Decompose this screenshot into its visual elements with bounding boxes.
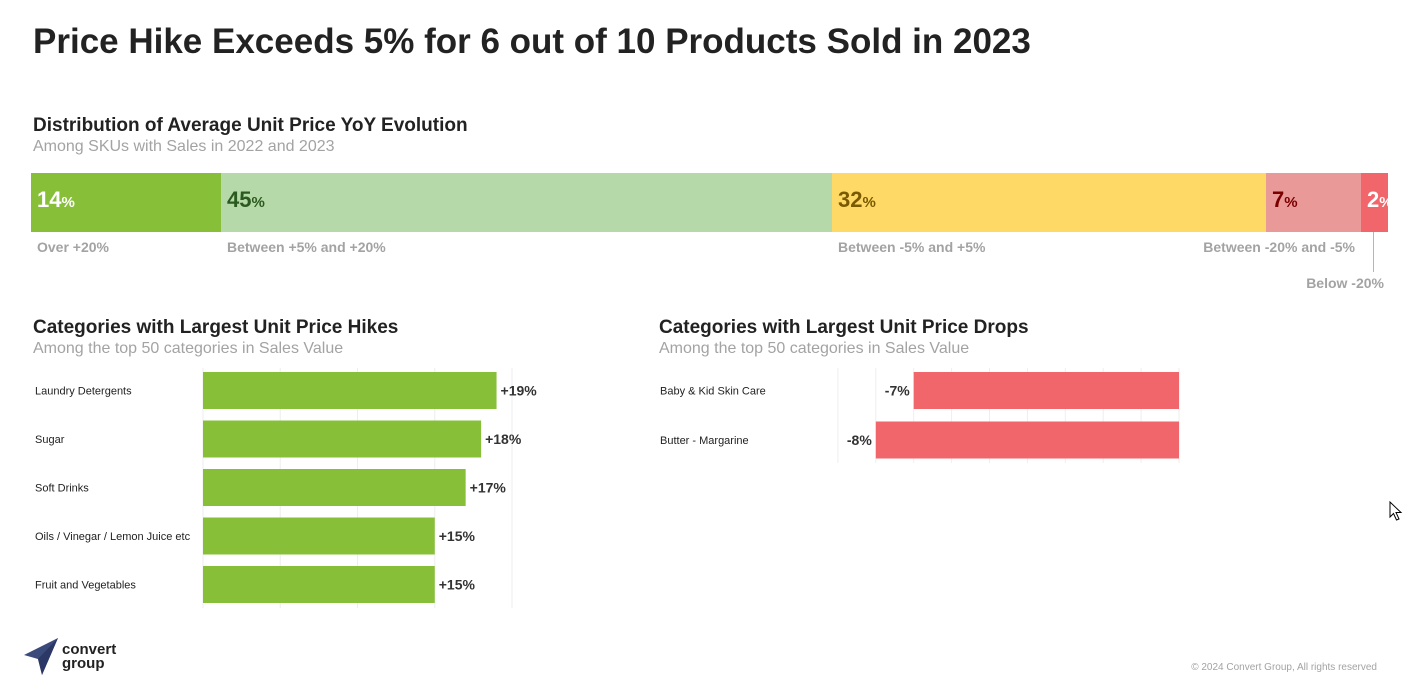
distribution-segment: 32% [832,173,1266,232]
distribution-segment-value: 7% [1272,189,1298,211]
drops-title: Categories with Largest Unit Price Drops [659,317,1029,338]
logo-text-line2: group [62,655,105,672]
segment-value-percent: % [251,194,265,211]
logo-text-line1: convert [62,641,117,658]
hikes-category-label: Sugar [35,434,65,446]
hikes-bar [203,469,466,506]
hikes-value-label: +18% [485,431,522,447]
hikes-subtitle: Among the top 50 categories in Sales Val… [33,340,344,357]
distribution-segment-value: 2% [1367,189,1388,211]
distribution-subtitle: Among SKUs with Sales in 2022 and 2023 [33,138,335,155]
hikes-category-label: Laundry Detergents [35,386,132,398]
hikes-bar [203,420,482,458]
paper-plane-icon [24,638,58,675]
drops-category-label: Baby & Kid Skin Care [660,386,766,398]
segment-value-number: 32 [838,187,863,212]
segment-value-number: 7 [1272,187,1285,212]
hikes-value-label: +15% [439,577,476,593]
distribution-segment-label: Over +20% [37,239,109,255]
hikes-bar-chart: Laundry Detergents +19% Sugar +18% Soft Drin… [35,368,538,608]
copyright-text: © 2024 Convert Group, All rights reserve… [1191,662,1377,673]
drops-bar [913,372,1179,409]
segment-value-number: 45 [227,187,252,212]
drops-subtitle: Among the top 50 categories in Sales Val… [659,340,970,357]
drops-bar [875,421,1179,459]
distribution-segment-label: Between -20% and -5% [1203,239,1355,255]
segment-value-number: 2 [1367,187,1380,212]
distribution-segment: 7% [1266,173,1361,232]
drops-value-label: -7% [885,383,910,399]
distribution-segment: 45% [221,173,832,232]
hikes-bar [203,566,435,603]
distribution-title: Distribution of Average Unit Price YoY E… [33,115,468,136]
page-title: Price Hike Exceeds 5% for 6 out of 10 Pr… [33,22,1031,61]
hikes-bar [203,517,435,555]
hikes-title: Categories with Largest Unit Price Hikes [33,317,399,338]
drops-value-label: -8% [847,432,872,448]
convert-group-logo: convert group [22,638,142,678]
below-20-leader-line [1373,232,1374,272]
drops-category-label: Butter - Margarine [660,435,749,447]
hikes-value-label: +15% [439,528,476,544]
segment-value-percent: % [1379,194,1388,211]
distribution-segment: 14% [31,173,221,232]
segment-value-number: 14 [37,187,62,212]
distribution-segment-value: 14% [37,189,75,211]
segment-value-percent: % [862,194,876,211]
distribution-segment-value: 32% [838,189,876,211]
segment-value-percent: % [1284,194,1298,211]
segment-value-percent: % [61,194,75,211]
distribution-stacked-bar: 14%45%32%7%2% [31,173,1388,232]
hikes-value-label: +19% [501,383,538,399]
distribution-segment-label: Below -20% [1306,275,1384,291]
distribution-segment-label: Between +5% and +20% [227,239,386,255]
hikes-bar [203,372,497,409]
distribution-segment-value: 45% [227,189,265,211]
distribution-segment-label: Between -5% and +5% [838,239,986,255]
drops-bar-chart: Baby & Kid Skin Care -7% Butter - Margarin… [660,368,1180,463]
hikes-category-label: Soft Drinks [35,483,89,495]
mouse-cursor-icon [1389,501,1403,521]
hikes-value-label: +17% [470,480,507,496]
distribution-segment: 2% [1361,173,1388,232]
hikes-category-label: Oils / Vinegar / Lemon Juice etc [35,531,191,543]
hikes-category-label: Fruit and Vegetables [35,580,136,592]
